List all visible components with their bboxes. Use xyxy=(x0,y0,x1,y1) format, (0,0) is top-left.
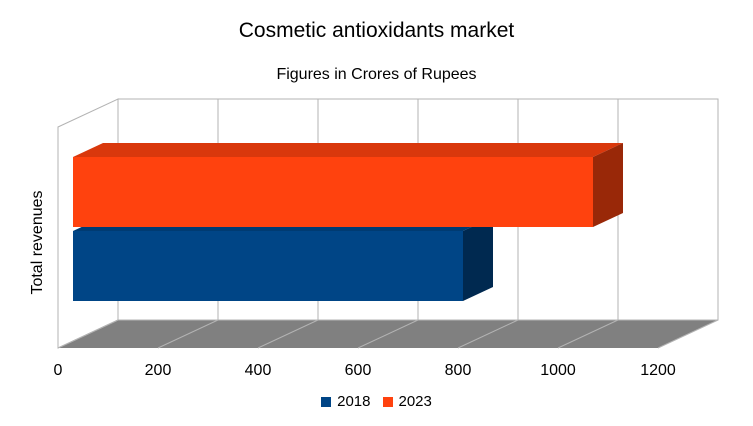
floor-gridline xyxy=(257,319,319,349)
legend-item-2018: 2018 xyxy=(321,393,371,410)
floor-gridline xyxy=(457,319,519,349)
chart-title: Cosmetic antioxidants market xyxy=(238,19,515,42)
bar-2023 xyxy=(73,157,593,227)
category-label: Total revenues xyxy=(29,190,46,294)
chart-subtitle: Figures in Crores of Rupees xyxy=(276,66,477,83)
x-tick-label: 800 xyxy=(445,362,472,379)
legend-label-2023: 2023 xyxy=(398,393,432,410)
bar-side-2018 xyxy=(463,217,493,301)
legend-label-2018: 2018 xyxy=(337,393,371,410)
floor-gridline xyxy=(57,319,119,349)
floor-gridline xyxy=(357,319,419,349)
floor-gridline xyxy=(557,319,619,349)
x-tick-label: 600 xyxy=(345,362,372,379)
bar-side-2023 xyxy=(593,143,623,227)
legend-swatch-2023 xyxy=(382,396,393,407)
bar-2018 xyxy=(73,231,463,301)
x-tick-label: 400 xyxy=(245,362,272,379)
bar-top-2023 xyxy=(73,143,623,157)
floor-gridline xyxy=(657,319,719,349)
x-tick-label: 1000 xyxy=(540,362,576,379)
x-tick-label: 200 xyxy=(145,362,172,379)
x-tick-label: 0 xyxy=(54,362,63,379)
legend-swatch-2018 xyxy=(321,396,332,407)
x-tick-label: 1200 xyxy=(640,362,676,379)
legend: 2018 2023 xyxy=(0,393,753,410)
legend-item-2023: 2023 xyxy=(382,393,432,410)
floor-gridline xyxy=(157,319,219,349)
